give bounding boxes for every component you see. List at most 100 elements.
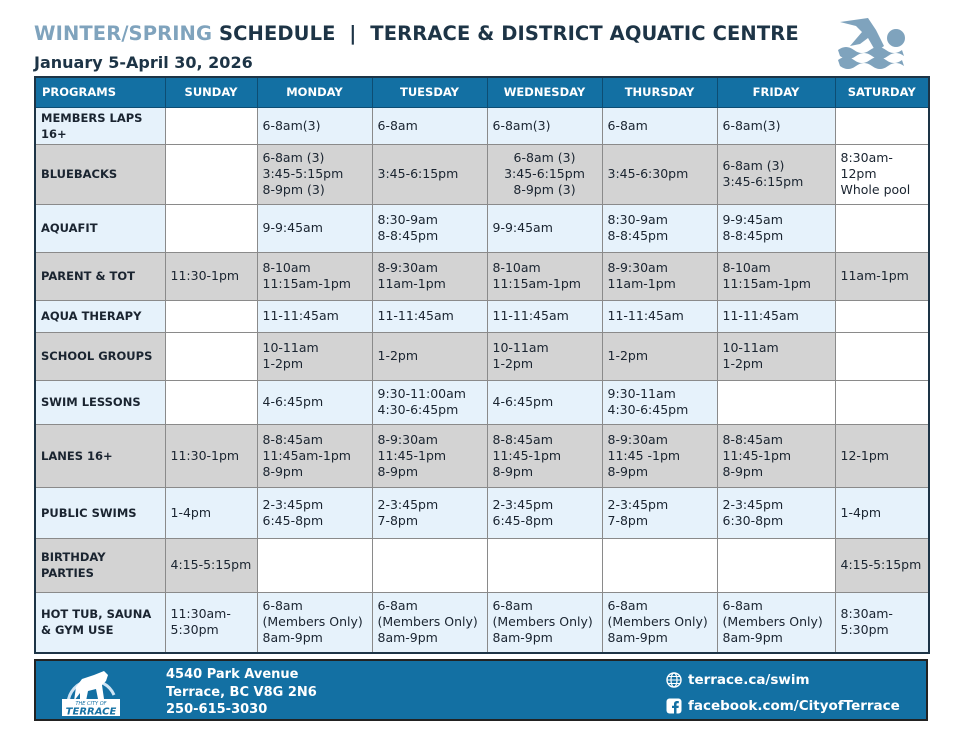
schedule-cell bbox=[164, 106, 258, 145]
table-header-row: PROGRAMS SUNDAY MONDAY TUESDAY WEDNESDAY THUR… bbox=[34, 76, 930, 108]
schedule-cell: 11-11:45am bbox=[601, 299, 718, 333]
schedule-cell: 8-8:45am 11:45am-1pm 8-9pm bbox=[256, 423, 373, 488]
schedule-cell: 10-11am 1-2pm bbox=[716, 331, 836, 381]
schedule-cell: 4:15-5:15pm bbox=[834, 537, 930, 593]
schedule-cell: 10-11am 1-2pm bbox=[256, 331, 373, 381]
page-title: WINTER/SPRING SCHEDULE | TERRACE & DISTR… bbox=[34, 22, 799, 45]
schedule-cell: 6-8am (3) 3:45-5:15pm 8-9pm (3) bbox=[256, 143, 373, 205]
program-name: AQUAFIT bbox=[34, 203, 166, 253]
program-name: BIRTHDAY PARTIES bbox=[34, 537, 166, 593]
column-header-programs: PROGRAMS bbox=[34, 76, 166, 108]
website-link[interactable]: terrace.ca/swim bbox=[666, 667, 900, 693]
schedule-cell: 6-8am (Members Only) 8am-9pm bbox=[256, 591, 373, 654]
table-row: AQUA THERAPY 11-11:45am 11-11:45am 11-11:45… bbox=[34, 299, 930, 333]
program-name: HOT TUB, SAUNA & GYM USE bbox=[34, 591, 166, 654]
phone-number: 250-615-3030 bbox=[166, 702, 268, 717]
footer: THE CITY OF TERRACE 4540 Park Avenue Ter… bbox=[34, 659, 928, 721]
schedule-cell: 4-6:45pm bbox=[486, 379, 603, 425]
schedule-cell: 1-4pm bbox=[834, 486, 930, 539]
schedule-cell: 9:30-11:00am 4:30-6:45pm bbox=[371, 379, 488, 425]
date-range: January 5-April 30, 2026 bbox=[34, 53, 253, 72]
table-row: SWIM LESSONS 4-6:45pm 9:30-11:00am 4:30-6:… bbox=[34, 379, 930, 425]
contact-address: 4540 Park Avenue Terrace, BC V8G 2N6 250… bbox=[166, 667, 317, 717]
program-name: BLUEBACKS bbox=[34, 143, 166, 205]
schedule-cell bbox=[256, 537, 373, 593]
schedule-cell: 8:30-9am 8-8:45pm bbox=[371, 203, 488, 253]
column-header-sunday: SUNDAY bbox=[164, 76, 258, 108]
schedule-cell: 11am-1pm bbox=[834, 251, 930, 301]
swimmer-icon bbox=[838, 18, 905, 69]
schedule-cell: 11:30-1pm bbox=[164, 423, 258, 488]
schedule-cell: 9-9:45am bbox=[486, 203, 603, 253]
table-row: BIRTHDAY PARTIES 4:15-5:15pm 4:15-5:15pm bbox=[34, 537, 930, 593]
column-header-thursday: THURSDAY bbox=[601, 76, 718, 108]
schedule-cell: 6-8am(3) bbox=[716, 106, 836, 145]
schedule-cell: 8:30am- 12pm Whole pool bbox=[834, 143, 930, 205]
schedule-cell: 8-9:30am 11:45 -1pm 8-9pm bbox=[601, 423, 718, 488]
schedule-cell: 9:30-11am 4:30-6:45pm bbox=[601, 379, 718, 425]
schedule-cell bbox=[164, 143, 258, 205]
schedule-cell: 4-6:45pm bbox=[256, 379, 373, 425]
schedule-cell: 9-9:45am 8-8:45pm bbox=[716, 203, 836, 253]
schedule-cell bbox=[371, 537, 488, 593]
schedule-cell: 2-3:45pm 6:45-8pm bbox=[256, 486, 373, 539]
schedule-cell: 8-8:45am 11:45-1pm 8-9pm bbox=[486, 423, 603, 488]
schedule-cell: 6-8am (Members Only) 8am-9pm bbox=[716, 591, 836, 654]
schedule-cell: 3:45-6:15pm bbox=[371, 143, 488, 205]
program-name: SCHOOL GROUPS bbox=[34, 331, 166, 381]
schedule-cell: 8-9:30am 11:45-1pm 8-9pm bbox=[371, 423, 488, 488]
schedule-cell: 6-8am bbox=[601, 106, 718, 145]
schedule-cell: 11:30-1pm bbox=[164, 251, 258, 301]
schedule-cell: 2-3:45pm 7-8pm bbox=[371, 486, 488, 539]
schedule-cell: 6-8am (Members Only) 8am-9pm bbox=[601, 591, 718, 654]
schedule-cell: 8-10am 11:15am-1pm bbox=[486, 251, 603, 301]
schedule-cell: 1-2pm bbox=[371, 331, 488, 381]
table-row: LANES 16+ 11:30-1pm 8-8:45am 11:45am-1pm 8… bbox=[34, 423, 930, 488]
schedule-cell: 8-9:30am 11am-1pm bbox=[371, 251, 488, 301]
schedule-cell: 8:30am- 5:30pm bbox=[834, 591, 930, 654]
schedule-cell: 11-11:45am bbox=[716, 299, 836, 333]
schedule-cell bbox=[716, 379, 836, 425]
schedule-cell: 8:30-9am 8-8:45pm bbox=[601, 203, 718, 253]
column-header-friday: FRIDAY bbox=[716, 76, 836, 108]
facebook-icon bbox=[666, 698, 682, 714]
svg-text:THE CITY OF: THE CITY OF bbox=[75, 701, 106, 707]
schedule-cell: 11-11:45am bbox=[256, 299, 373, 333]
globe-icon bbox=[666, 672, 682, 688]
schedule-cell bbox=[486, 537, 603, 593]
schedule-cell: 6-8am(3) bbox=[486, 106, 603, 145]
column-header-tuesday: TUESDAY bbox=[371, 76, 488, 108]
table-row: BLUEBACKS 6-8am (3) 3:45-5:15pm 8-9pm (3)… bbox=[34, 143, 930, 205]
city-of-terrace-logo: THE CITY OF TERRACE bbox=[62, 671, 120, 717]
schedule-table: PROGRAMS SUNDAY MONDAY TUESDAY WEDNESDAY THUR… bbox=[34, 76, 930, 654]
schedule-cell bbox=[834, 106, 930, 145]
table-row: HOT TUB, SAUNA & GYM USE 11:30am- 5:30pm 6… bbox=[34, 591, 930, 654]
schedule-cell: 10-11am 1-2pm bbox=[486, 331, 603, 381]
schedule-cell: 1-4pm bbox=[164, 486, 258, 539]
table-row: AQUAFIT 9-9:45am 8:30-9am 8-8:45pm 9-9:45am… bbox=[34, 203, 930, 253]
schedule-cell bbox=[164, 331, 258, 381]
schedule-cell: 6-8am bbox=[371, 106, 488, 145]
schedule-cell: 8-9:30am 11am-1pm bbox=[601, 251, 718, 301]
program-name: SWIM LESSONS bbox=[34, 379, 166, 425]
schedule-cell: 11:30am- 5:30pm bbox=[164, 591, 258, 654]
schedule-cell: 6-8am (3) 3:45-6:15pm bbox=[716, 143, 836, 205]
schedule-cell: 11-11:45am bbox=[371, 299, 488, 333]
program-name: LANES 16+ bbox=[34, 423, 166, 488]
schedule-cell bbox=[164, 203, 258, 253]
schedule-cell: 11-11:45am bbox=[486, 299, 603, 333]
schedule-cell: 8-8:45am 11:45-1pm 8-9pm bbox=[716, 423, 836, 488]
schedule-cell bbox=[716, 537, 836, 593]
schedule-cell bbox=[834, 299, 930, 333]
program-name: PARENT & TOT bbox=[34, 251, 166, 301]
schedule-cell: 12-1pm bbox=[834, 423, 930, 488]
schedule-cell: 6-8am(3) bbox=[256, 106, 373, 145]
schedule-cell: 4:15-5:15pm bbox=[164, 537, 258, 593]
schedule-cell: 8-10am 11:15am-1pm bbox=[716, 251, 836, 301]
facebook-link[interactable]: facebook.com/CityofTerrace bbox=[666, 693, 900, 719]
table-row: SCHOOL GROUPS 10-11am 1-2pm 1-2pm 10-11am 1… bbox=[34, 331, 930, 381]
schedule-cell bbox=[834, 379, 930, 425]
schedule-cell: 2-3:45pm 6:45-8pm bbox=[486, 486, 603, 539]
schedule-cell bbox=[834, 331, 930, 381]
schedule-cell: 2-3:45pm 7-8pm bbox=[601, 486, 718, 539]
